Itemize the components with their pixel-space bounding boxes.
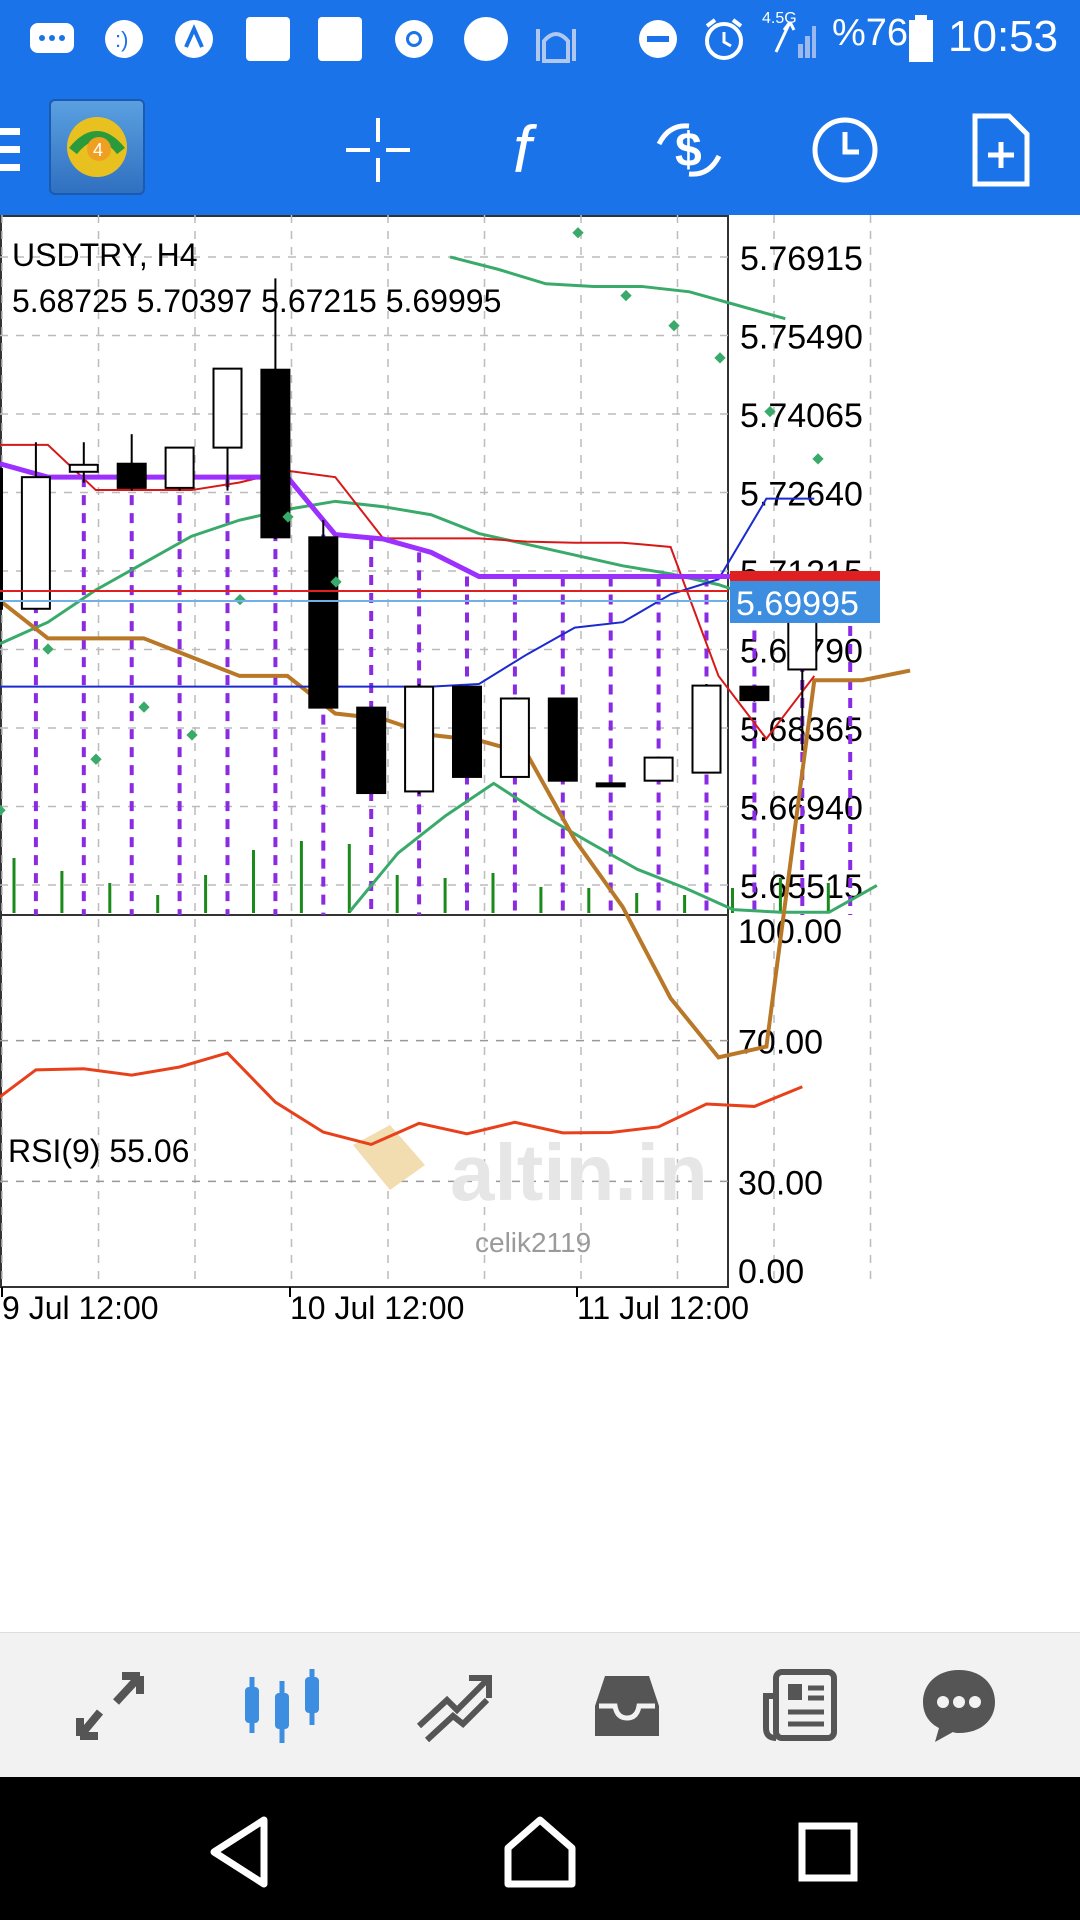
blank-square-icon <box>316 17 364 61</box>
candle-bull <box>212 367 243 449</box>
candle-bear <box>547 697 578 782</box>
candle-bear <box>0 468 3 610</box>
blue-line <box>0 497 815 688</box>
ichimoku-span-a-upper <box>449 255 786 321</box>
psar-dot <box>90 753 102 765</box>
rsi-level-label: 100.00 <box>738 913 842 951</box>
new-document-icon[interactable] <box>956 105 1046 195</box>
battery-icon <box>906 15 936 62</box>
news-icon[interactable] <box>755 1661 845 1751</box>
toolbar: 4 f $ <box>0 75 1080 215</box>
candle-bull <box>643 756 674 782</box>
price-label: 5.72640 <box>740 476 863 514</box>
home-icon[interactable] <box>490 1802 590 1902</box>
watermark-logo <box>353 1125 425 1190</box>
symbol-label: USDTRY, H4 <box>12 237 198 273</box>
price-label: 5.74065 <box>740 397 863 435</box>
candle-bear <box>308 536 339 709</box>
psar-dot <box>764 405 776 418</box>
candle-bull <box>164 446 195 489</box>
candle-bull <box>68 463 99 473</box>
candle-bear <box>739 685 770 702</box>
chrome-icon <box>390 18 438 60</box>
tenkan-red-line <box>0 443 816 741</box>
dnd-icon <box>634 18 682 60</box>
psar-dot <box>572 227 584 239</box>
ichimoku-span-lower <box>348 781 878 914</box>
message-icon <box>28 18 76 60</box>
quotes-icon[interactable] <box>65 1661 155 1751</box>
svg-text:f: f <box>513 114 538 186</box>
back-icon[interactable] <box>190 1802 290 1902</box>
svg-text::): :) <box>115 27 128 52</box>
psar-dot <box>42 643 54 655</box>
history-icon[interactable] <box>582 1661 672 1751</box>
messages-icon[interactable] <box>914 1661 1004 1751</box>
menu-icon[interactable] <box>0 105 40 195</box>
mosque-icon <box>532 18 580 63</box>
app-icon <box>170 18 218 60</box>
battery-percent: %76 <box>832 12 909 54</box>
watermark-text: altin.in <box>450 1128 708 1217</box>
recents-icon[interactable] <box>778 1802 878 1902</box>
candle-bear <box>356 706 387 795</box>
candle-bear <box>595 782 626 788</box>
candle-bear <box>452 685 482 778</box>
time-label: 9 Jul 12:00 <box>2 1290 159 1326</box>
rsi-line <box>0 1051 803 1147</box>
blank-square-icon <box>244 17 292 61</box>
rsi-level-label: 70.00 <box>738 1024 823 1062</box>
ohlc-label: 5.68725 5.70397 5.67215 5.69995 <box>12 283 502 319</box>
psar-dot <box>330 576 342 588</box>
rsi-level-label: 30.00 <box>738 1164 823 1202</box>
crosshair-icon[interactable] <box>333 105 423 195</box>
candle-bull <box>499 697 530 778</box>
bottom-nav <box>0 1632 1080 1778</box>
psar-dot <box>714 352 726 364</box>
chart-area[interactable]: 5.769155.754905.740655.726405.712155.697… <box>0 192 1080 1632</box>
circle-icon <box>462 17 510 61</box>
price-badge <box>730 580 880 623</box>
rsi-pane-frame <box>0 914 729 1288</box>
price-label: 5.76915 <box>740 240 863 278</box>
chart-canvas[interactable]: 5.769155.754905.740655.726405.712155.697… <box>0 192 1080 1632</box>
signal-icon <box>768 18 816 60</box>
time-label: 10 Jul 12:00 <box>290 1290 464 1326</box>
rsi-level-label: 0.00 <box>738 1253 804 1291</box>
current-price-label: 5.69995 <box>736 585 859 623</box>
candle-bear <box>260 368 291 539</box>
candle-bull <box>404 685 435 793</box>
trade-icon[interactable] <box>408 1661 498 1751</box>
dollar-refresh-icon[interactable]: $ <box>644 105 734 195</box>
price-label: 5.75490 <box>740 319 863 357</box>
psar-dot <box>620 289 632 302</box>
candle-bull <box>691 684 722 774</box>
psar-dot <box>234 593 246 606</box>
svg-text:4: 4 <box>93 140 103 160</box>
system-nav <box>0 1777 1080 1920</box>
psar-dot <box>282 511 294 523</box>
status-bar: :) 4.5G %76 10:53 <box>0 0 1080 75</box>
candle-bear <box>116 462 147 489</box>
time-label: 11 Jul 12:00 <box>577 1290 749 1326</box>
psar-dot <box>812 453 824 465</box>
chat-icon: :) <box>100 18 148 60</box>
svg-text:$: $ <box>675 124 702 177</box>
chart-icon[interactable] <box>237 1661 327 1751</box>
watermark-user: celik2119 <box>475 1227 591 1258</box>
metatrader-logo[interactable]: 4 <box>49 99 145 195</box>
ichimoku-span-b <box>0 499 767 646</box>
alarm-icon <box>700 18 748 60</box>
clock: 10:53 <box>948 12 1059 61</box>
psar-dot <box>186 729 198 741</box>
function-icon[interactable]: f <box>488 105 578 195</box>
psar-dot <box>138 701 150 713</box>
rsi-label: RSI(9) 55.06 <box>8 1133 190 1169</box>
clock-icon[interactable] <box>800 105 890 195</box>
candle-bull <box>20 476 51 610</box>
